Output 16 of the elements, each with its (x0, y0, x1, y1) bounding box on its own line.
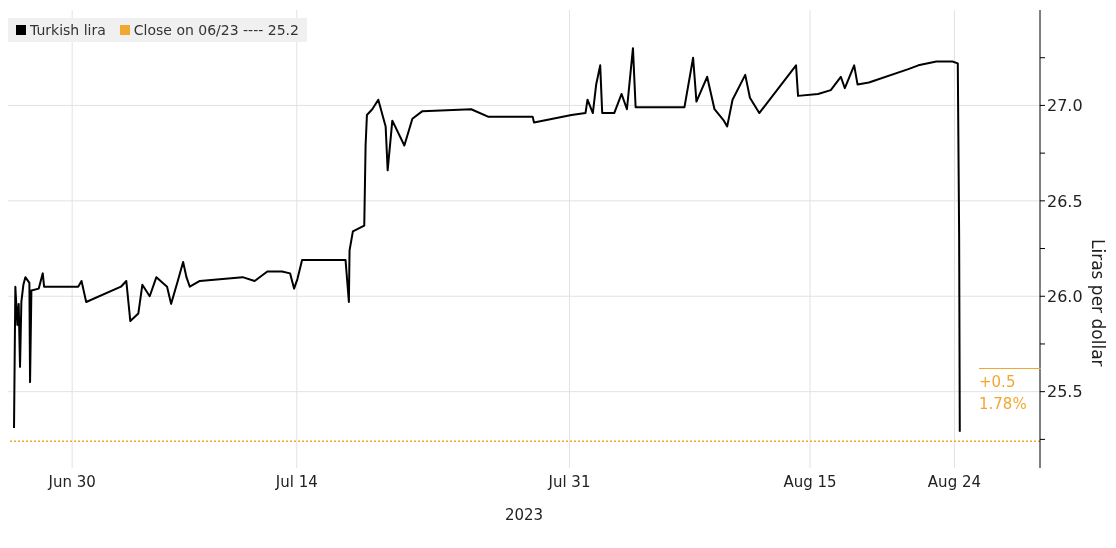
legend-label: Turkish lira (29, 22, 106, 38)
x-axis-title: 2023 (503, 506, 545, 524)
legend-label: Close on 06/23 ---- 25.2 (132, 22, 299, 38)
x-tick-label: Jul 31 (547, 472, 591, 491)
x-tick-label: Aug 24 (927, 472, 982, 491)
y-tick-label: 26.5 (1047, 191, 1083, 211)
y-tick-label: 27.0 (1047, 96, 1083, 116)
y-axis-title: Liras per dollar (1087, 239, 1108, 367)
x-tick-label: Jun 30 (47, 472, 96, 491)
line-series (13, 47, 961, 433)
y-tick-label: 25.5 (1047, 382, 1083, 402)
y-tick-label: 26.0 (1047, 286, 1083, 306)
x-tick-label: Jul 14 (274, 472, 318, 491)
x-tick-label: Aug 15 (783, 472, 837, 491)
annotation: 1.78% (979, 394, 1028, 415)
annotation: +0.5 (979, 372, 1017, 393)
